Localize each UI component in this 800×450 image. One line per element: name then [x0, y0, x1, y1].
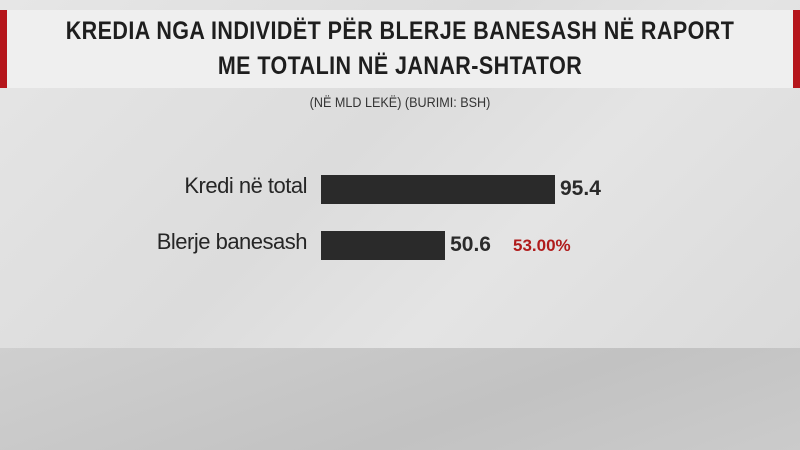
value-label: 50.6: [450, 233, 491, 256]
percentage-annotation: 53.00%: [513, 236, 571, 255]
chart-title: KREDIA NGA INDIVIDËT PËR BLERJE BANESASH…: [65, 17, 735, 80]
title-banner: [0, 10, 800, 88]
banner-accent-left: [0, 10, 7, 88]
bar-blerje-banesash: [321, 231, 446, 260]
chart-subtitle: (NË MLD LEKË) (BURIMI: BSH): [309, 94, 491, 110]
category-label: Kredi në total: [184, 173, 307, 198]
banner-accent-right: [793, 10, 800, 88]
bar-kredi-total: [321, 175, 555, 204]
category-label: Blerje banesash: [156, 229, 308, 254]
background-lower-band: [0, 348, 800, 450]
value-label: 95.4: [560, 177, 601, 200]
